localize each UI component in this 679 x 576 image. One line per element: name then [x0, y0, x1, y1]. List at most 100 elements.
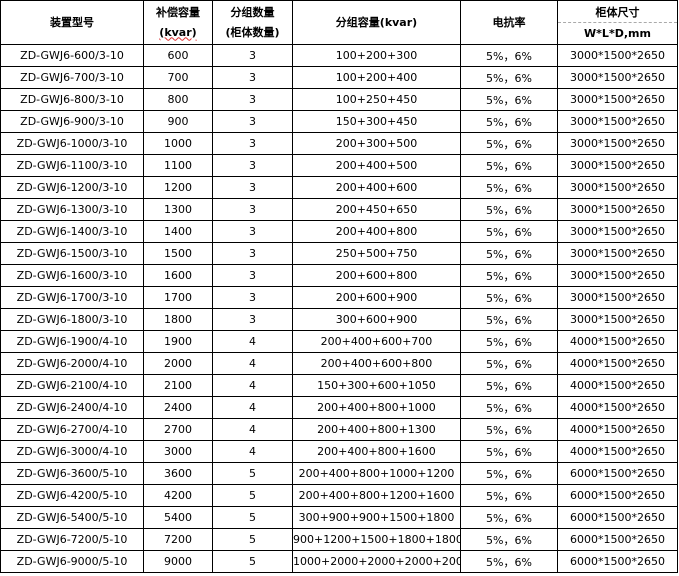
- table-row: ZD-GWJ6-5400/5-10 5400 5 300+900+900+1500+1…: [0, 506, 678, 529]
- cell-reactance: 5%，6%: [460, 132, 558, 155]
- cell-model: ZD-GWJ6-1000/3-10: [0, 132, 144, 155]
- cell-model: ZD-GWJ6-1900/4-10: [0, 330, 144, 353]
- cell-reactance: 5%，6%: [460, 462, 558, 485]
- cell-groups: 3: [212, 264, 293, 287]
- cell-capacity: 1100: [143, 154, 213, 177]
- cell-capacity: 2000: [143, 352, 213, 375]
- cell-size: 3000*1500*2650: [557, 132, 678, 155]
- cell-reactance: 5%，6%: [460, 550, 558, 573]
- cell-capacity: 2100: [143, 374, 213, 397]
- header-size: 柜体尺寸: [557, 0, 678, 23]
- cell-groups: 4: [212, 396, 293, 419]
- cell-group-capacity: 300+900+900+1500+1800: [292, 506, 461, 529]
- cell-groups: 4: [212, 374, 293, 397]
- cell-groups: 3: [212, 88, 293, 111]
- cell-model: ZD-GWJ6-1400/3-10: [0, 220, 144, 243]
- cell-size: 6000*1500*2650: [557, 462, 678, 485]
- cell-reactance: 5%，6%: [460, 154, 558, 177]
- cell-groups: 4: [212, 352, 293, 375]
- header-groups: 分组数量 (柜体数量): [212, 0, 293, 45]
- cell-groups: 4: [212, 418, 293, 441]
- table-row: ZD-GWJ6-900/3-10 900 3 150+300+450 5%，6% 3000…: [0, 110, 678, 133]
- cell-model: ZD-GWJ6-1600/3-10: [0, 264, 144, 287]
- cell-capacity: 1500: [143, 242, 213, 265]
- cell-group-capacity: 150+300+450: [292, 110, 461, 133]
- cell-reactance: 5%，6%: [460, 506, 558, 529]
- cell-size: 3000*1500*2650: [557, 198, 678, 221]
- cell-size: 4000*1500*2650: [557, 396, 678, 419]
- cell-groups: 5: [212, 528, 293, 551]
- cell-size: 6000*1500*2650: [557, 484, 678, 507]
- table-row: ZD-GWJ6-9000/5-10 9000 5 1000+2000+2000+200…: [0, 550, 678, 573]
- cell-model: ZD-GWJ6-9000/5-10: [0, 550, 144, 573]
- cell-size: 3000*1500*2650: [557, 110, 678, 133]
- cell-size: 4000*1500*2650: [557, 440, 678, 463]
- cell-reactance: 5%，6%: [460, 528, 558, 551]
- cell-model: ZD-GWJ6-5400/5-10: [0, 506, 144, 529]
- cell-group-capacity: 200+400+800+1000+1200: [292, 462, 461, 485]
- cell-groups: 3: [212, 110, 293, 133]
- cell-reactance: 5%，6%: [460, 110, 558, 133]
- cell-group-capacity: 900+1200+1500+1800+1800: [292, 528, 461, 551]
- cell-capacity: 4200: [143, 484, 213, 507]
- cell-model: ZD-GWJ6-700/3-10: [0, 66, 144, 89]
- cell-capacity: 800: [143, 88, 213, 111]
- table-row: ZD-GWJ6-1100/3-10 1100 3 200+400+500 5%，6% 30…: [0, 154, 678, 177]
- cell-reactance: 5%，6%: [460, 352, 558, 375]
- cell-capacity: 1800: [143, 308, 213, 331]
- cell-groups: 3: [212, 154, 293, 177]
- cell-reactance: 5%，6%: [460, 286, 558, 309]
- cell-model: ZD-GWJ6-2000/4-10: [0, 352, 144, 375]
- header-row: 装置型号 补偿容量 (kvar) 分组数量 (柜体数量) 分组容量(kvar) 电抗…: [0, 0, 678, 45]
- cell-capacity: 7200: [143, 528, 213, 551]
- cell-reactance: 5%，6%: [460, 44, 558, 67]
- cell-groups: 3: [212, 198, 293, 221]
- cell-reactance: 5%，6%: [460, 418, 558, 441]
- table-row: ZD-GWJ6-1600/3-10 1600 3 200+600+800 5%，6% 30…: [0, 264, 678, 287]
- cell-capacity: 1900: [143, 330, 213, 353]
- cell-groups: 5: [212, 506, 293, 529]
- cell-group-capacity: 100+250+450: [292, 88, 461, 111]
- cell-model: ZD-GWJ6-1700/3-10: [0, 286, 144, 309]
- header-capacity: 补偿容量 (kvar): [143, 0, 213, 45]
- header-capacity-line1: 补偿容量: [156, 5, 200, 19]
- cell-group-capacity: 200+400+800+1600: [292, 440, 461, 463]
- cell-group-capacity: 200+400+800+1000: [292, 396, 461, 419]
- cell-group-capacity: 100+200+300: [292, 44, 461, 67]
- cell-model: ZD-GWJ6-3600/5-10: [0, 462, 144, 485]
- cell-reactance: 5%，6%: [460, 220, 558, 243]
- cell-reactance: 5%，6%: [460, 330, 558, 353]
- cell-model: ZD-GWJ6-1100/3-10: [0, 154, 144, 177]
- cell-reactance: 5%，6%: [460, 88, 558, 111]
- cell-group-capacity: 200+400+800+1300: [292, 418, 461, 441]
- cell-reactance: 5%，6%: [460, 198, 558, 221]
- table-row: ZD-GWJ6-2100/4-10 2100 4 150+300+600+1050 5%…: [0, 374, 678, 397]
- cell-groups: 4: [212, 330, 293, 353]
- cell-model: ZD-GWJ6-2100/4-10: [0, 374, 144, 397]
- table-row: ZD-GWJ6-1200/3-10 1200 3 200+400+600 5%，6% 30…: [0, 176, 678, 199]
- cell-model: ZD-GWJ6-900/3-10: [0, 110, 144, 133]
- cell-model: ZD-GWJ6-1800/3-10: [0, 308, 144, 331]
- header-groups-line2: (柜体数量): [225, 25, 280, 39]
- table-row: ZD-GWJ6-1000/3-10 1000 3 200+300+500 5%，6% 30…: [0, 132, 678, 155]
- cell-group-capacity: 100+200+400: [292, 66, 461, 89]
- table-row: ZD-GWJ6-3600/5-10 3600 5 200+400+800+1000+1…: [0, 462, 678, 485]
- cell-capacity: 5400: [143, 506, 213, 529]
- cell-group-capacity: 300+600+900: [292, 308, 461, 331]
- cell-group-capacity: 200+450+650: [292, 198, 461, 221]
- cell-groups: 3: [212, 242, 293, 265]
- cell-capacity: 1600: [143, 264, 213, 287]
- cell-group-capacity: 200+400+500: [292, 154, 461, 177]
- cell-size: 3000*1500*2650: [557, 242, 678, 265]
- cell-size: 6000*1500*2650: [557, 506, 678, 529]
- cell-size: 4000*1500*2650: [557, 330, 678, 353]
- cell-groups: 5: [212, 462, 293, 485]
- header-capacity-line2: (kvar): [159, 25, 197, 39]
- cell-group-capacity: 150+300+600+1050: [292, 374, 461, 397]
- cell-size: 3000*1500*2650: [557, 88, 678, 111]
- table-row: ZD-GWJ6-1400/3-10 1400 3 200+400+800 5%，6% 30…: [0, 220, 678, 243]
- cell-groups: 5: [212, 484, 293, 507]
- cell-model: ZD-GWJ6-7200/5-10: [0, 528, 144, 551]
- cell-model: ZD-GWJ6-2700/4-10: [0, 418, 144, 441]
- cell-size: 3000*1500*2650: [557, 264, 678, 287]
